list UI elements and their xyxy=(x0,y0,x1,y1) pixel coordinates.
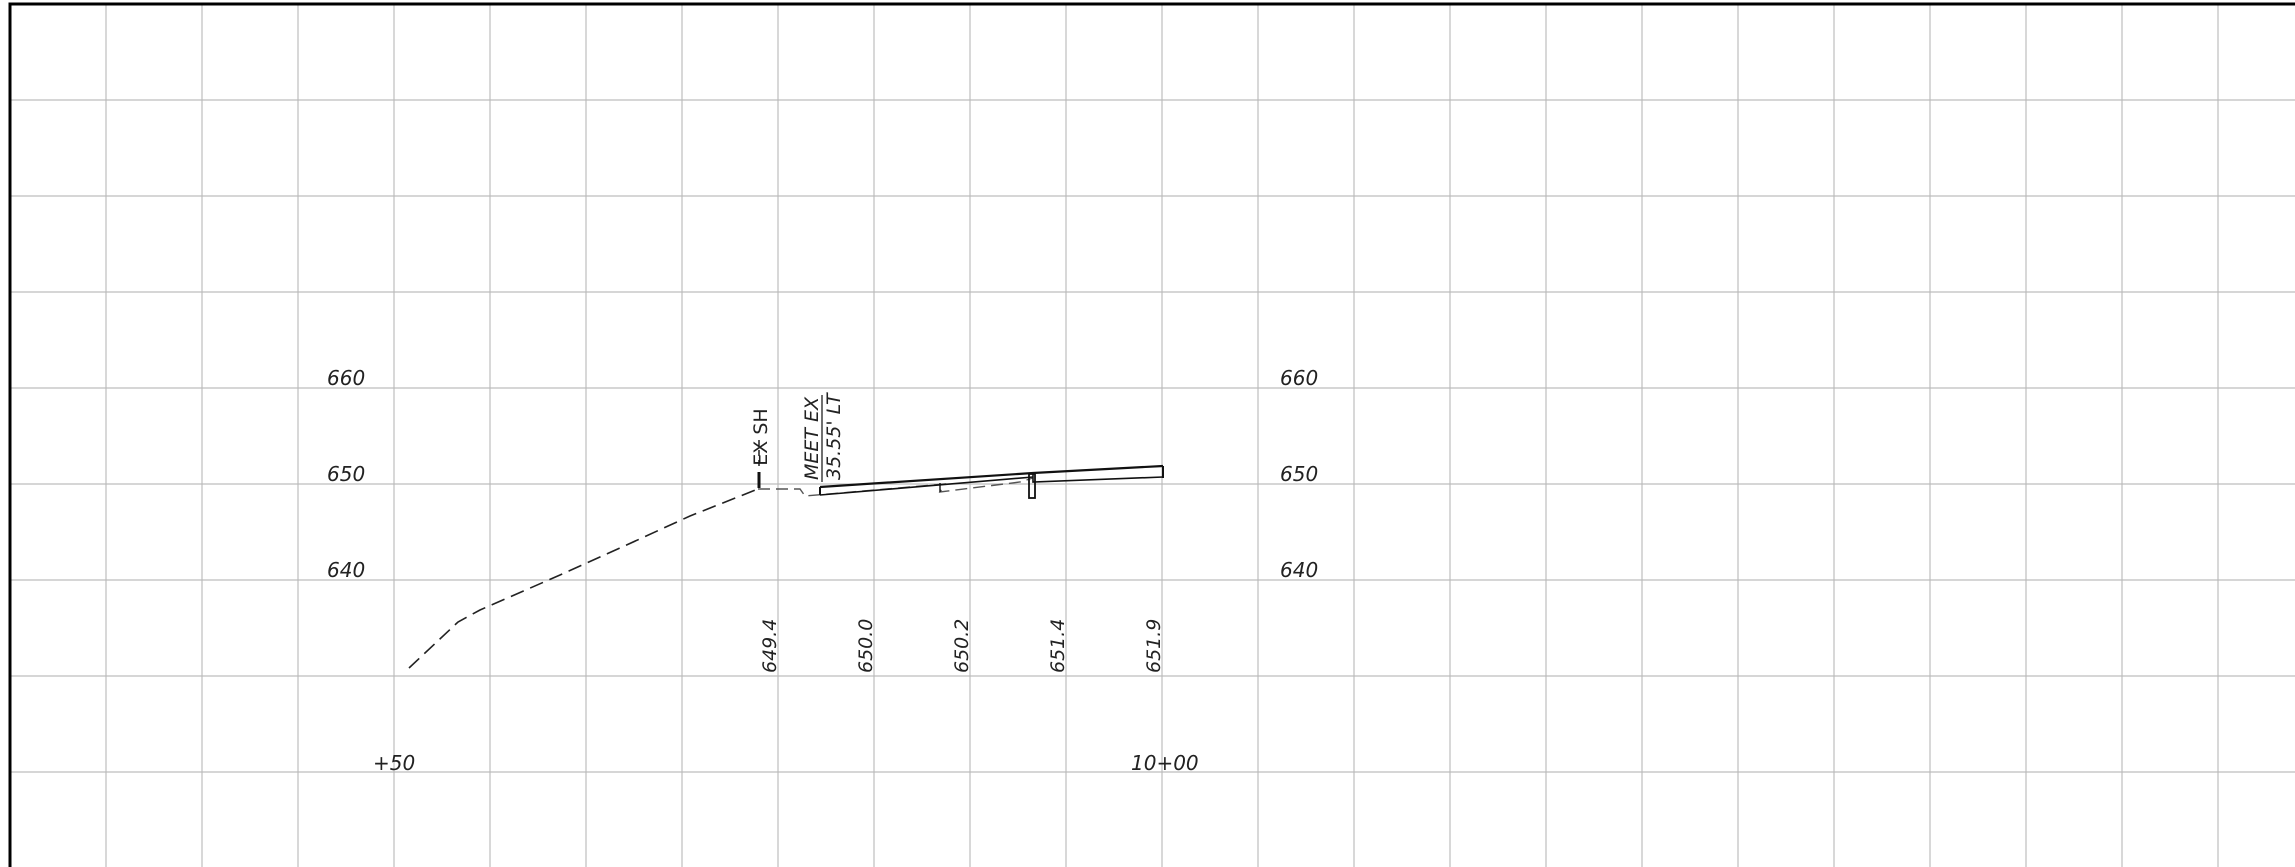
meet-ex-label: MEET EX xyxy=(801,396,823,480)
proposed-pavement xyxy=(819,464,1164,496)
station-label-10-00: 10+00 xyxy=(1131,751,1199,775)
grade-value-4: 651.4 xyxy=(1047,619,1069,673)
sheet-border xyxy=(8,2,2295,867)
grade-value-3: 650.2 xyxy=(951,619,973,673)
existing-ground-line xyxy=(408,488,759,669)
elev-label-right-660: 660 xyxy=(1280,366,1318,390)
curb-post xyxy=(1028,473,1036,499)
elev-label-left-650: 650 xyxy=(327,462,365,486)
grade-value-1: 649.4 xyxy=(759,619,781,673)
ex-sh-label: EX SH xyxy=(750,408,772,465)
grid xyxy=(10,4,2295,867)
elev-label-right-650: 650 xyxy=(1280,462,1318,486)
grade-value-5: 651.9 xyxy=(1143,619,1165,673)
offset-label: 35.55' LT xyxy=(823,392,845,480)
elev-label-left-660: 660 xyxy=(327,366,365,390)
elev-label-left-640: 640 xyxy=(327,558,365,582)
elev-label-right-640: 640 xyxy=(1280,558,1318,582)
grade-value-2: 650.0 xyxy=(855,619,877,673)
station-label-plus-50: +50 xyxy=(373,751,415,775)
